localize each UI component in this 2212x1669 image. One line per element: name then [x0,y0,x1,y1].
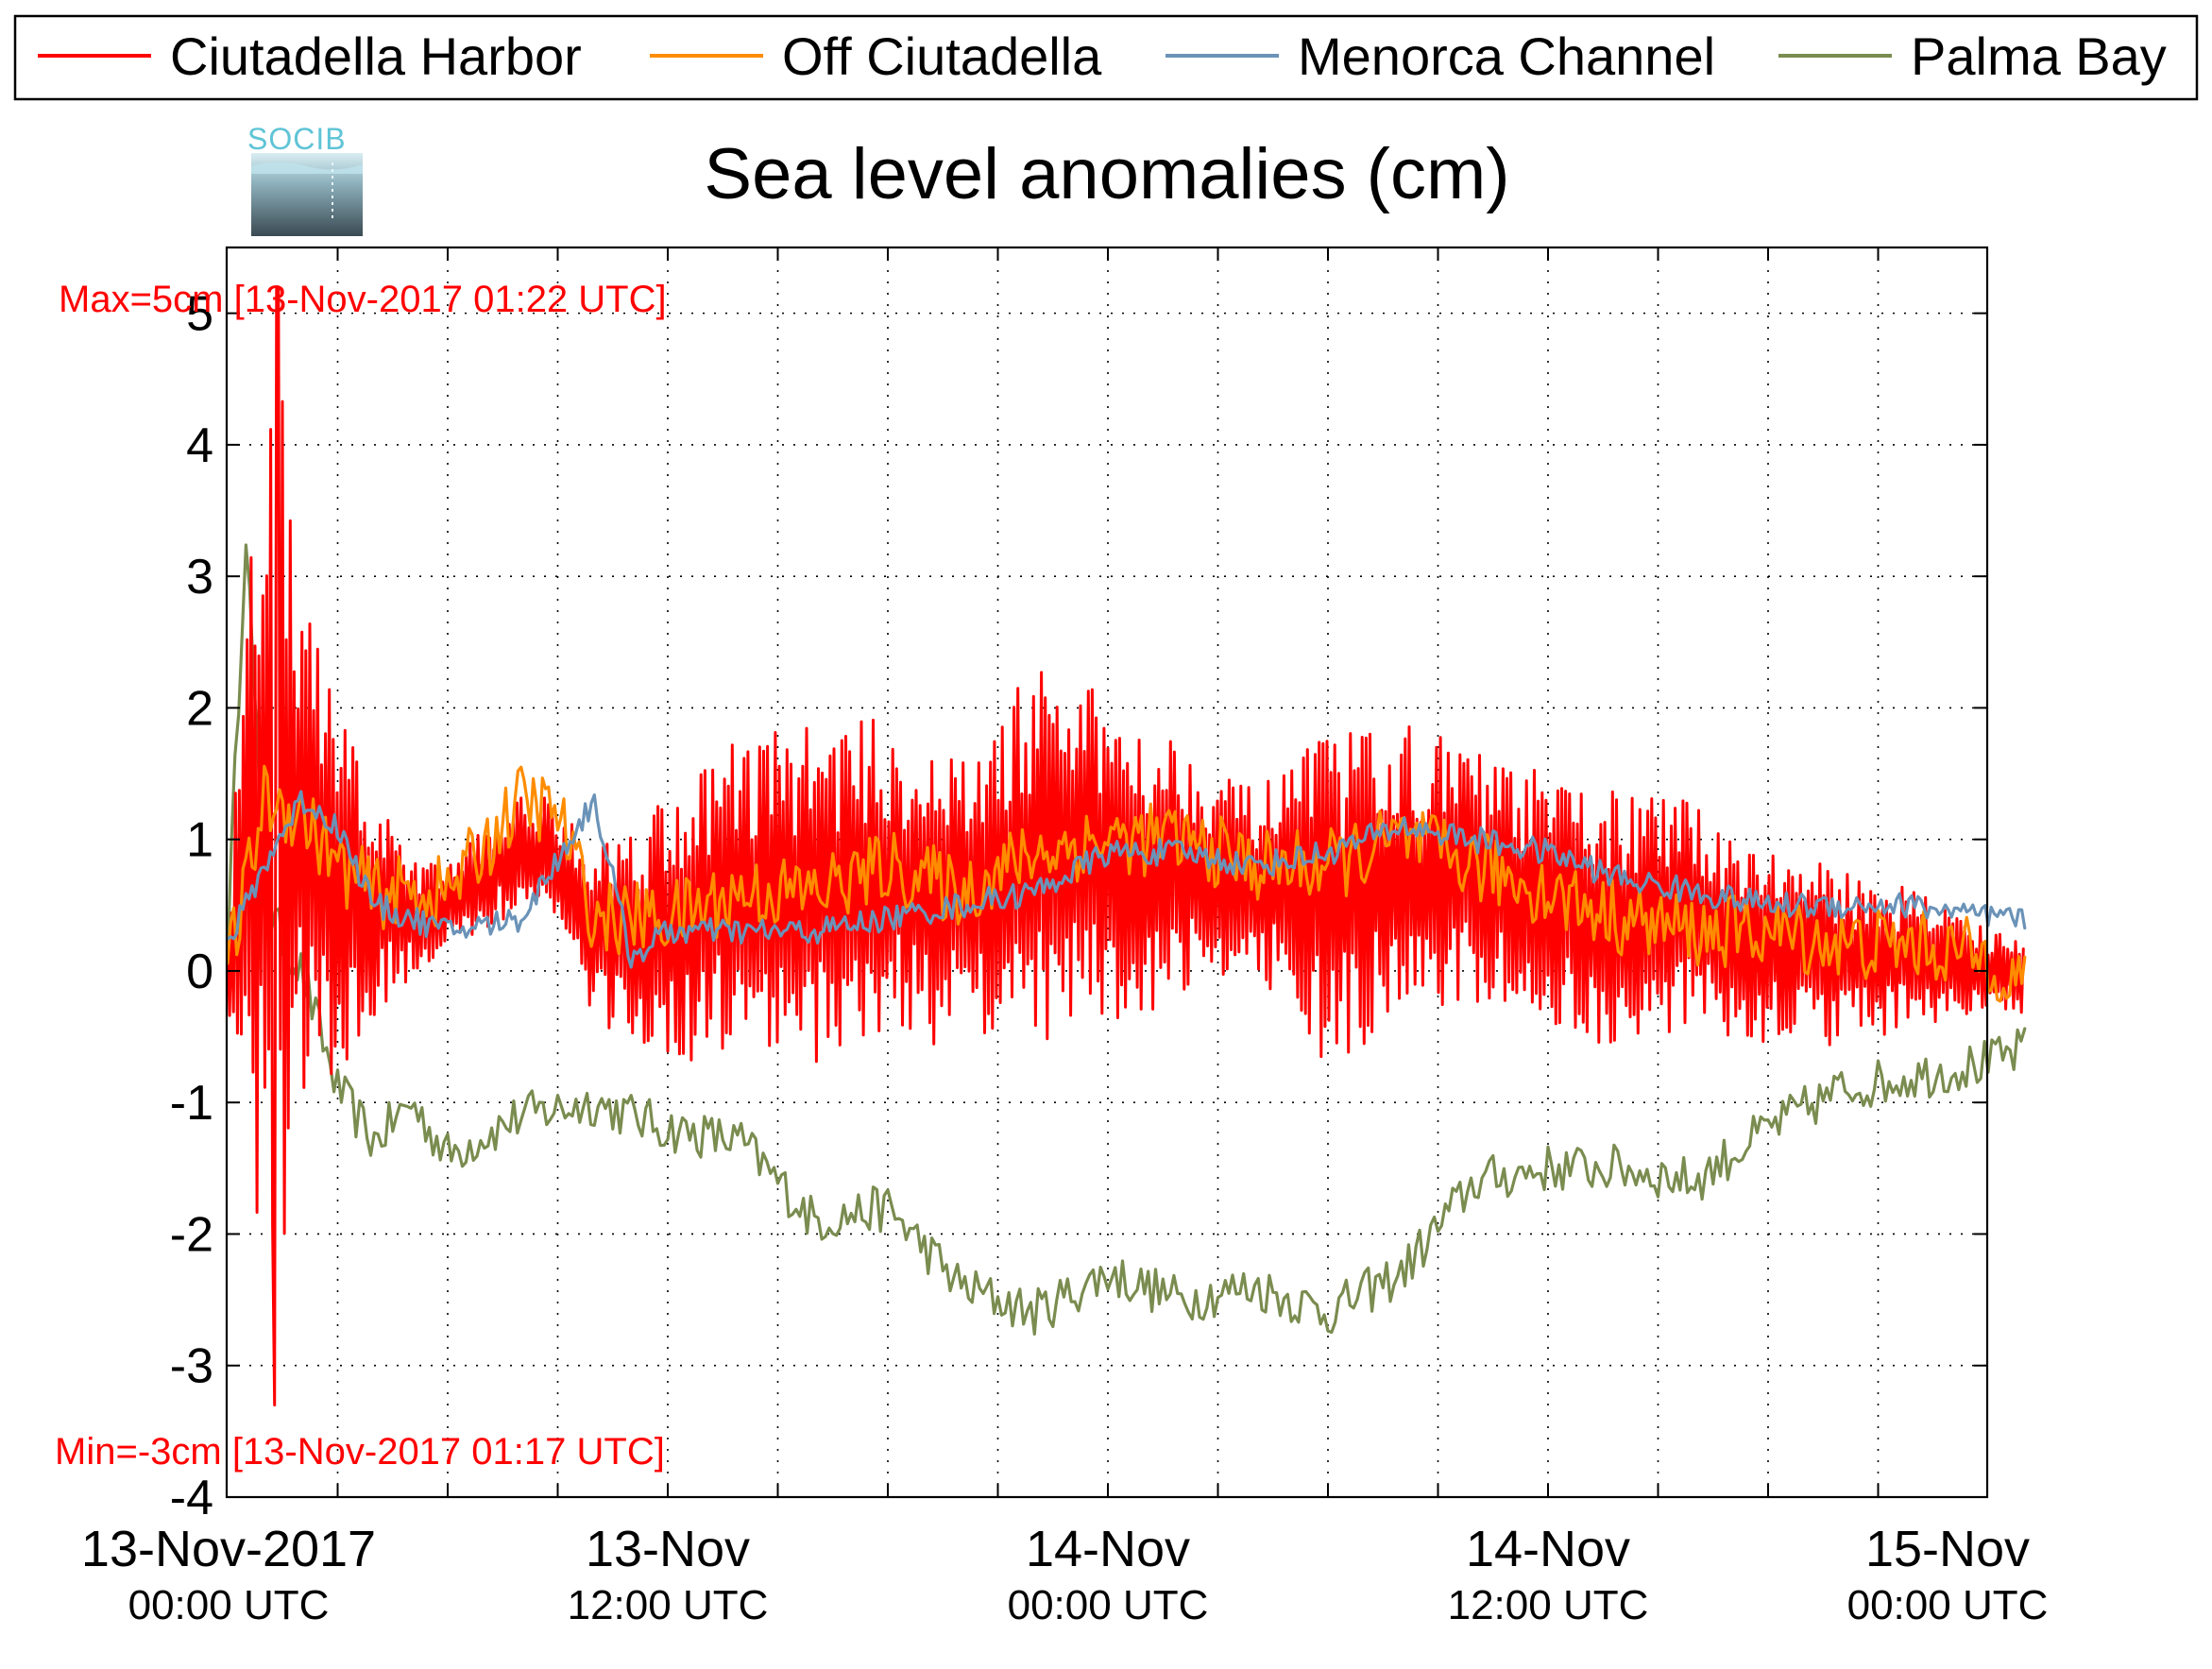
y-tick-label: 2 [186,681,213,736]
y-tick-label: -3 [170,1339,213,1394]
x-tick-sublabel: 12:00 UTC [568,1582,769,1628]
chart-title: Sea level anomalies (cm) [704,134,1509,214]
x-tick-sublabel: 00:00 UTC [1008,1582,1209,1628]
min-annotation: Min=-3cm [13-Nov-2017 01:17 UTC] [55,1431,665,1473]
legend-label: Menorca Channel [1298,26,1715,86]
legend-label: Off Ciutadella [782,26,1102,86]
max-annotation: Max=5cm [13-Nov-2017 01:22 UTC] [59,279,667,320]
x-tick-sublabel: 00:00 UTC [128,1582,330,1628]
y-tick-label: -2 [170,1207,213,1262]
y-tick-label: 3 [186,550,213,605]
y-tick-label: 0 [186,945,213,999]
axis-ticks: 5 4 3 2 1 0 -1 -2 -3 -413-Nov-2017 00:00 UTC 13-Nov… [81,247,2048,1628]
y-tick-label: -4 [170,1471,213,1525]
y-tick-label: 4 [186,418,213,473]
x-tick-label: 14-Nov [1466,1521,1630,1577]
x-tick-label: 14-Nov [1026,1521,1190,1577]
logo-text: SOCIB [247,122,347,156]
y-tick-label: 1 [186,813,213,868]
x-tick-sublabel: 12:00 UTC [1448,1582,1649,1628]
series-line-off-ciutadella [226,764,2027,1003]
x-tick-label: 13-Nov [586,1521,750,1577]
y-tick-label: 5 [186,287,213,342]
legend-label: Ciutadella Harbor [170,26,582,86]
x-tick-label: 15-Nov [1865,1521,2030,1577]
logo-wave [251,162,363,174]
series-line-palma-bay [226,543,2027,1336]
legend-label: Palma Bay [1911,26,2167,86]
socib-logo: SOCIB [247,122,363,236]
x-tick-label: 13-Nov-2017 [81,1521,376,1577]
y-tick-label: -1 [170,1076,213,1131]
series-layer [226,285,2027,1406]
series-line-ciutadella-harbor [226,285,2025,1406]
series-line-menorca-channel [226,790,2027,969]
x-tick-sublabel: 00:00 UTC [1847,1582,2049,1628]
legend: Ciutadella Harbor Off Ciutadella Menorca C… [13,14,2199,101]
